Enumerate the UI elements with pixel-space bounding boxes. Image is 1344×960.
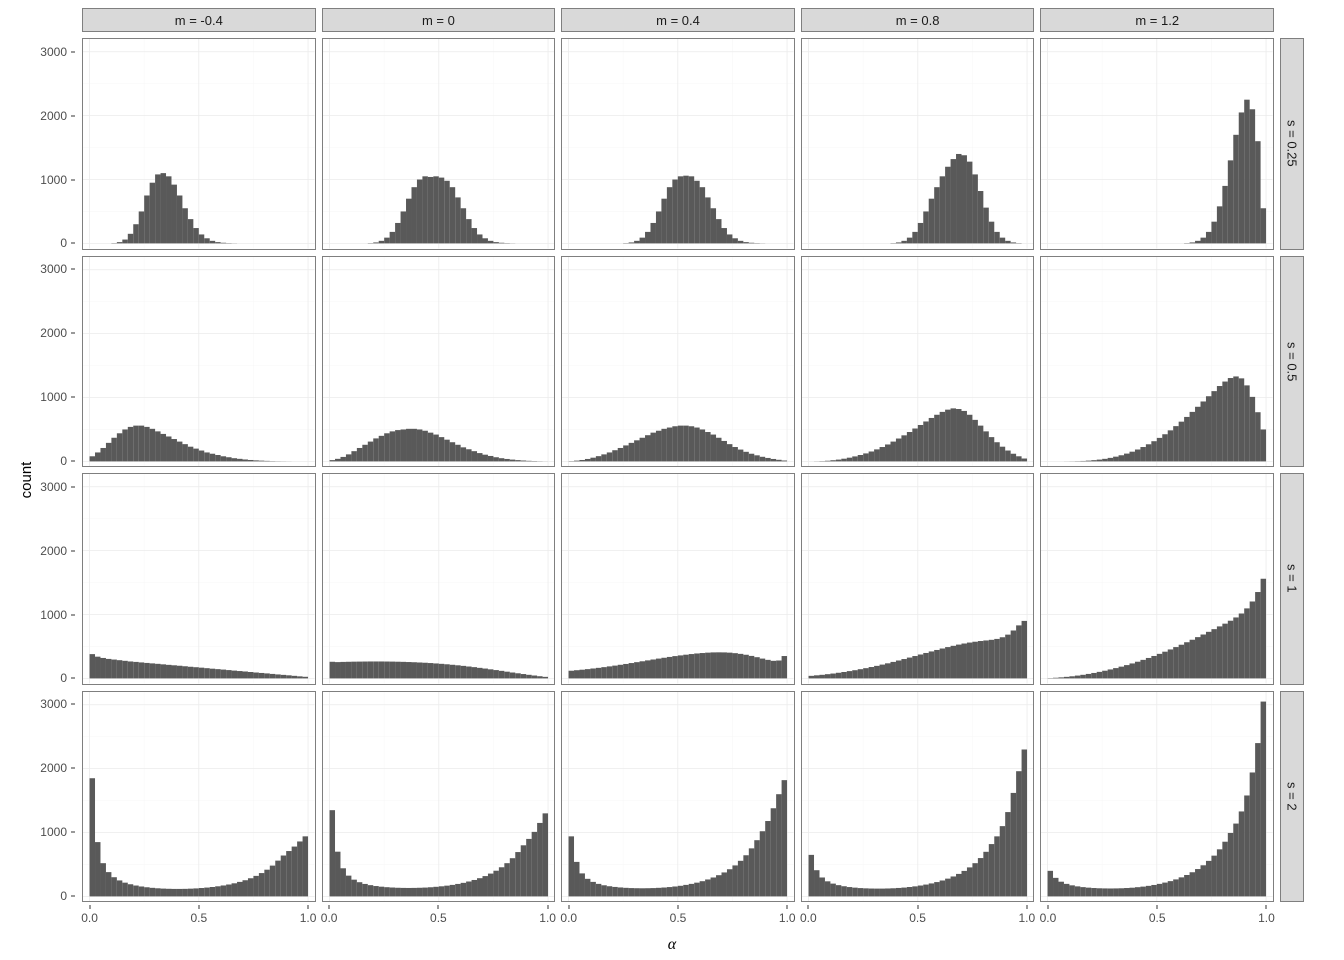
x-tick-label: 0.0 <box>1040 911 1057 925</box>
panel <box>561 38 795 250</box>
panel: 0.00.51.0 <box>561 691 795 903</box>
y-tick-label: 1000 <box>40 825 67 839</box>
y-tick-label: 0 <box>60 671 67 685</box>
panel <box>801 38 1035 250</box>
x-tick-label: 0.0 <box>800 911 817 925</box>
x-tick-label: 0.5 <box>190 911 207 925</box>
panel: 01000200030000.00.51.0 <box>82 691 316 903</box>
y-tick-label: 3000 <box>40 262 67 276</box>
panel: 0.00.51.0 <box>801 691 1035 903</box>
panel <box>322 256 556 468</box>
panel <box>801 256 1035 468</box>
row-strip: s = 0.25 <box>1280 38 1304 250</box>
panel <box>1040 38 1274 250</box>
y-tick-label: 2000 <box>40 109 67 123</box>
y-tick-label: 0 <box>60 889 67 903</box>
x-tick-label: 0.5 <box>430 911 447 925</box>
y-tick-label: 2000 <box>40 544 67 558</box>
panel: 0100020003000 <box>82 473 316 685</box>
panel <box>561 473 795 685</box>
x-tick-label: 1.0 <box>1018 911 1035 925</box>
y-axis-label: count <box>18 462 35 499</box>
y-tick-label: 3000 <box>40 45 67 59</box>
y-tick-label: 3000 <box>40 480 67 494</box>
facet-chart: count α m = -0.4m = 0m = 0.4m = 0.8m = 1… <box>0 0 1344 960</box>
panel <box>1040 473 1274 685</box>
y-tick-label: 0 <box>60 454 67 468</box>
y-tick-label: 3000 <box>40 697 67 711</box>
col-strip: m = 0.8 <box>801 8 1035 32</box>
panel <box>322 38 556 250</box>
panel <box>322 473 556 685</box>
y-tick-label: 2000 <box>40 761 67 775</box>
x-tick-label: 0.0 <box>321 911 338 925</box>
x-axis-label: α <box>668 936 676 954</box>
col-strip: m = 0 <box>322 8 556 32</box>
x-tick-label: 0.5 <box>1149 911 1166 925</box>
panel: 0100020003000 <box>82 38 316 250</box>
panel: 0.00.51.0 <box>322 691 556 903</box>
col-strip: m = 1.2 <box>1040 8 1274 32</box>
x-tick-label: 1.0 <box>539 911 556 925</box>
y-tick-label: 1000 <box>40 608 67 622</box>
x-tick-label: 0.0 <box>81 911 98 925</box>
row-strip: s = 0.5 <box>1280 256 1304 468</box>
panel: 0100020003000 <box>82 256 316 468</box>
panel: 0.00.51.0 <box>1040 691 1274 903</box>
facet-grid: m = -0.4m = 0m = 0.4m = 0.8m = 1.2 010002… <box>82 8 1304 902</box>
x-tick-label: 1.0 <box>300 911 317 925</box>
x-tick-label: 1.0 <box>779 911 796 925</box>
row-strip: s = 2 <box>1280 691 1304 903</box>
y-tick-label: 2000 <box>40 326 67 340</box>
panel <box>561 256 795 468</box>
col-strip: m = -0.4 <box>82 8 316 32</box>
x-tick-label: 0.0 <box>560 911 577 925</box>
strip-corner <box>1280 8 1304 32</box>
panel <box>801 473 1035 685</box>
x-tick-label: 1.0 <box>1258 911 1275 925</box>
x-tick-label: 0.5 <box>909 911 926 925</box>
y-tick-label: 1000 <box>40 173 67 187</box>
y-tick-label: 0 <box>60 236 67 250</box>
y-tick-label: 1000 <box>40 390 67 404</box>
row-strip: s = 1 <box>1280 473 1304 685</box>
panel <box>1040 256 1274 468</box>
x-tick-label: 0.5 <box>670 911 687 925</box>
col-strip: m = 0.4 <box>561 8 795 32</box>
